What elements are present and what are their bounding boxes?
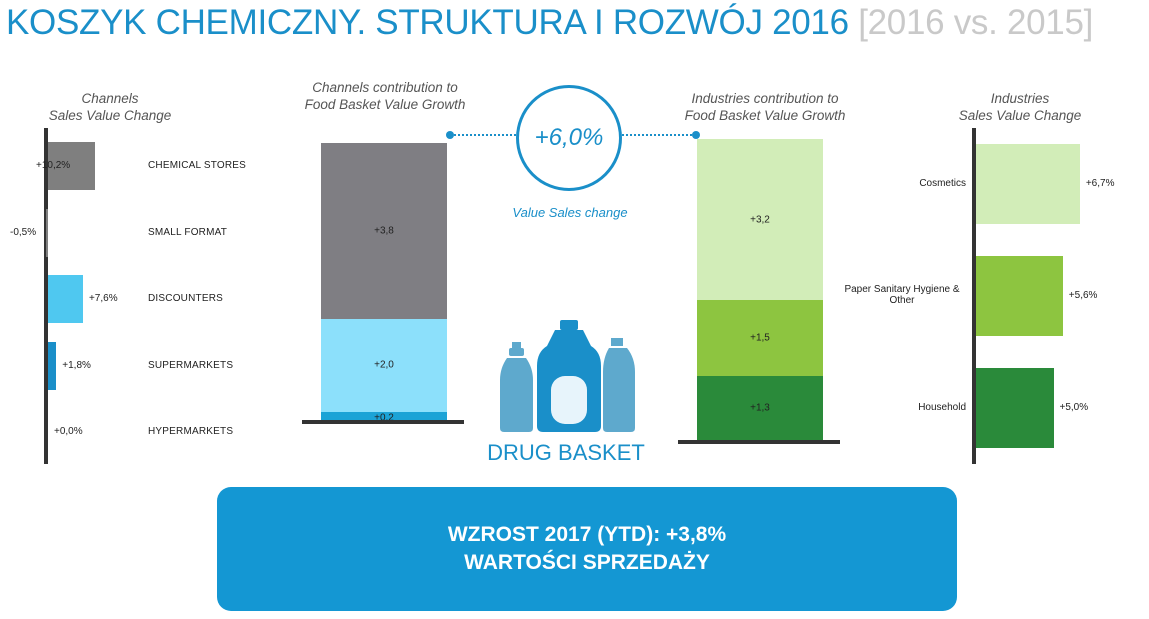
industries-contribution-segment-label: +3,2 — [750, 214, 770, 226]
industries-contribution-segment-label: +1,5 — [750, 332, 770, 344]
channel-category-label: SMALL FORMAT — [148, 226, 228, 238]
channel-value-label: +7,6% — [88, 293, 118, 304]
channels-contribution-segment — [321, 411, 447, 421]
banner-line1: WZROST 2017 (YTD): +3,8% — [447, 523, 727, 546]
connector-dot-left — [446, 131, 454, 139]
channel-category-label: DISCOUNTERS — [148, 293, 223, 304]
connector-line-left — [454, 134, 516, 136]
title-sub: [2016 vs. 2015] — [858, 3, 1094, 42]
detergent-bottles-icon — [500, 320, 635, 432]
channels-contribution-segment-label: +3,8 — [374, 225, 394, 237]
industry-category-label: Cosmetics — [919, 178, 966, 189]
page-title: KOSZYK CHEMICZNY. STRUKTURA I ROZWÓJ 201… — [6, 3, 1093, 43]
channels-contribution-segment-label: +2,0 — [374, 359, 394, 371]
banner-line2: WARTOŚCI SPRZEDAŻY — [464, 551, 710, 574]
industries-axis — [972, 128, 976, 464]
channel-value-label: +10,2% — [36, 160, 71, 171]
industries-contribution-segment — [697, 375, 823, 441]
channels-sales-title: Channels Sales Value Change — [48, 91, 172, 123]
industries-contribution-baseline — [678, 440, 840, 444]
industry-bar — [976, 368, 1054, 448]
industry-bar — [976, 256, 1063, 336]
value-growth-circle: +6,0% — [516, 85, 622, 191]
connector-dot-right — [692, 131, 700, 139]
industry-bar — [976, 144, 1080, 224]
channel-category-label: SUPERMARKETS — [148, 359, 234, 371]
value-sales-caption: Value Sales change — [512, 205, 628, 220]
channel-category-label: HYPERMARKETS — [148, 426, 234, 437]
channels-contribution-segment — [321, 319, 447, 412]
title-main: KOSZYK CHEMICZNY. STRUKTURA I ROZWÓJ 201… — [6, 3, 849, 42]
channels-axis — [44, 128, 48, 464]
channel-value-label: +0,0% — [54, 426, 83, 437]
industries-sales-title: Industries Sales Value Change — [958, 91, 1082, 123]
industries-contribution-title: Industries contribution to Food Basket Va… — [684, 91, 846, 123]
channel-bar — [48, 341, 57, 390]
channels-contribution-title: Channels contribution to Food Basket Valu… — [304, 80, 466, 112]
growth-banner: WZROST 2017 (YTD): +3,8% WARTOŚCI SPRZED… — [217, 487, 957, 611]
industry-value-label: +5,6% — [1068, 290, 1098, 301]
channel-value-label: +1,8% — [62, 359, 91, 371]
industry-category-label: Paper Sanitary Hygiene & Other — [844, 284, 960, 306]
industries-contribution-segment — [697, 300, 823, 376]
value-growth: +6,0% — [534, 124, 604, 151]
channel-category-label: CHEMICAL STORES — [148, 160, 247, 171]
industry-category-label: Household — [918, 402, 966, 413]
channel-bar — [48, 142, 95, 190]
industries-contribution-segment — [697, 139, 823, 301]
connector-line-right — [622, 134, 692, 136]
drug-basket-label: DRUG BASKET — [487, 440, 645, 465]
channels-contribution-segment-label: +0,2 — [374, 412, 394, 424]
channel-bar — [48, 275, 83, 323]
industries-contribution-segment-label: +1,3 — [750, 402, 770, 414]
channel-value-label: -0,5% — [10, 226, 37, 238]
industry-value-label: +5,0% — [1059, 402, 1089, 413]
industry-value-label: +6,7% — [1085, 178, 1115, 189]
channels-contribution-baseline — [302, 420, 464, 424]
channels-contribution-segment — [321, 143, 447, 320]
channel-bar — [45, 208, 48, 257]
